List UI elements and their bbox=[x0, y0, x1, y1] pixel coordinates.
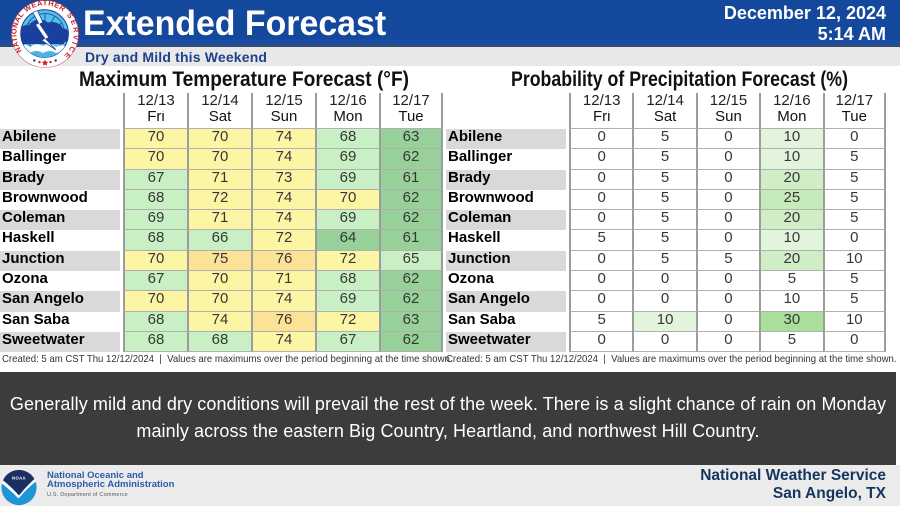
svg-text:NOAA: NOAA bbox=[12, 476, 26, 481]
